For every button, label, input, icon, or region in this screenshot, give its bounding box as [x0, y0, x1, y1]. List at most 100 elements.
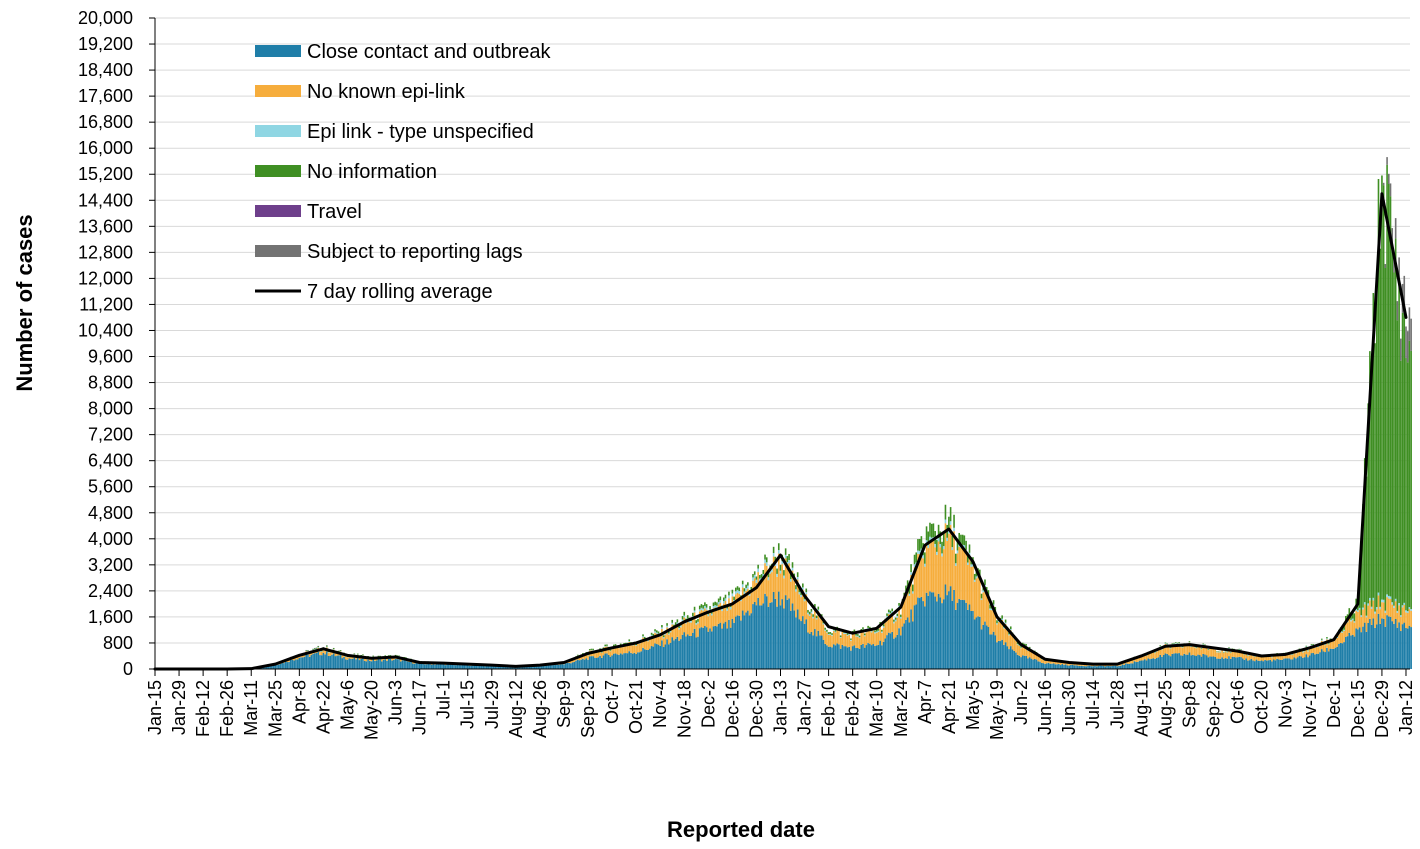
bar-segment-close-contact	[1249, 660, 1251, 669]
bar-segment-close-contact	[823, 640, 825, 669]
bar-segment-no-epi-link	[685, 623, 687, 636]
bar-segment-epi-unspecified	[730, 607, 732, 609]
bar-segment-close-contact	[1324, 652, 1326, 669]
bar-segment-no-epi-link	[941, 556, 943, 603]
bar-segment-epi-unspecified	[989, 608, 991, 609]
x-tick-label: Aug-12	[506, 680, 526, 738]
bar-segment-close-contact	[292, 660, 294, 669]
bar-segment-no-epi-link	[838, 631, 840, 644]
bar-segment-epi-unspecified	[699, 609, 701, 611]
bar-segment-no-information	[893, 620, 895, 622]
bar-segment-reporting-lags	[1385, 264, 1387, 268]
bar-segment-no-epi-link	[1366, 617, 1368, 631]
bar-segment-close-contact	[384, 659, 386, 669]
bar-segment-close-contact	[386, 661, 388, 669]
bar-segment-epi-unspecified	[804, 599, 806, 601]
bar-segment-close-contact	[1223, 659, 1225, 669]
bar-segment-no-information	[317, 646, 319, 647]
bar-segment-close-contact	[965, 603, 967, 669]
bar-segment-close-contact	[1379, 624, 1381, 669]
bar-segment-no-epi-link	[692, 618, 694, 633]
bar-segment-no-epi-link	[843, 634, 845, 646]
bar-segment-no-information	[713, 603, 715, 606]
bar-segment-epi-unspecified	[732, 593, 734, 596]
bar-segment-close-contact	[646, 650, 648, 669]
bar-segment-no-information	[1171, 643, 1173, 644]
legend-label-no-information: No information	[307, 161, 437, 183]
bar-segment-no-epi-link	[1371, 609, 1373, 625]
bar-segment-epi-unspecified	[1017, 644, 1019, 645]
bar-segment-close-contact	[350, 659, 352, 669]
bar-segment-no-information	[384, 655, 386, 656]
bar-segment-no-epi-link	[1008, 635, 1010, 649]
bar-segment-no-epi-link	[799, 594, 801, 619]
bar-segment-no-epi-link	[1407, 613, 1409, 629]
bar-segment-close-contact	[415, 663, 417, 669]
bar-segment-close-contact	[1151, 659, 1153, 669]
bar-segment-close-contact	[726, 629, 728, 669]
bar-segment-no-information	[606, 644, 608, 645]
y-tick-label: 11,200	[79, 294, 133, 314]
bar-segment-epi-unspecified	[888, 612, 890, 614]
bar-segment-close-contact	[1347, 636, 1349, 669]
bar-segment-no-information	[867, 626, 869, 628]
bar-segment-close-contact	[1048, 663, 1050, 669]
bar-segment-close-contact	[1407, 629, 1409, 669]
bar-segment-no-information	[917, 539, 919, 551]
gridlines	[155, 18, 1410, 643]
bar-segment-no-information	[642, 634, 644, 636]
y-tick-label: 6,400	[88, 451, 133, 471]
bar-segment-no-epi-link	[1020, 648, 1022, 657]
bar-segment-epi-unspecified	[833, 630, 835, 631]
bar-segment-no-epi-link	[981, 600, 983, 629]
bar-segment-epi-unspecified	[768, 577, 770, 580]
bar-segment-close-contact	[1015, 653, 1017, 669]
bar-segment-close-contact	[1348, 633, 1350, 669]
bar-segment-no-epi-link	[869, 630, 871, 644]
bar-segment-close-contact	[1044, 664, 1046, 669]
bar-segment-close-contact	[293, 660, 295, 669]
bar-segment-close-contact	[1314, 654, 1316, 669]
x-tick-label: Jul-15	[458, 680, 478, 729]
bar-segment-close-contact	[331, 655, 333, 669]
bar-segment-close-contact	[1146, 661, 1148, 670]
bar-segment-no-information	[891, 609, 893, 612]
y-tick-label: 7,200	[88, 425, 133, 445]
bar-segment-close-contact	[1352, 635, 1354, 669]
bar-segment-close-contact	[666, 639, 668, 669]
bar-segment-no-epi-link	[871, 632, 873, 645]
bar-segment-no-information	[666, 623, 668, 626]
bar-segment-no-epi-link	[931, 541, 933, 592]
bar-segment-no-information	[732, 590, 734, 594]
bar-segment-close-contact	[994, 635, 996, 669]
bar-segment-close-contact	[335, 656, 337, 669]
bar-segment-no-epi-link	[1244, 655, 1246, 660]
x-tick-label: Apr-7	[915, 680, 935, 724]
bar-segment-no-information	[840, 635, 842, 637]
bar-segment-no-information	[314, 648, 316, 649]
bar-segment-close-contact	[871, 645, 873, 669]
bar-segment-close-contact	[288, 662, 290, 669]
x-tick-label: Jun-17	[410, 680, 430, 735]
bar-segment-close-contact	[860, 645, 862, 669]
bar-segment-no-epi-link	[1000, 622, 1002, 641]
bar-segment-close-contact	[721, 629, 723, 669]
bar-segment-close-contact	[403, 660, 405, 669]
bar-segment-close-contact	[811, 632, 813, 669]
bar-segment-close-contact	[730, 628, 732, 669]
bar-segment-close-contact	[441, 664, 443, 669]
bar-segment-close-contact	[1053, 663, 1055, 669]
x-tick-label: Jun-2	[1011, 680, 1031, 725]
bar-segment-close-contact	[1166, 654, 1168, 669]
bar-segment-no-information	[1001, 615, 1003, 618]
bar-segment-close-contact	[1170, 656, 1172, 669]
bar-segment-close-contact	[946, 595, 948, 669]
bar-segment-epi-unspecified	[974, 580, 976, 582]
bar-segment-epi-unspecified	[1361, 615, 1363, 617]
bar-segment-no-epi-link	[1194, 647, 1196, 655]
bar-segment-close-contact	[1122, 664, 1124, 669]
bar-segment-no-information	[725, 595, 727, 599]
bar-segment-epi-unspecified	[314, 649, 316, 650]
bar-segment-no-epi-link	[663, 638, 665, 647]
bar-segment-no-epi-link	[730, 609, 732, 627]
